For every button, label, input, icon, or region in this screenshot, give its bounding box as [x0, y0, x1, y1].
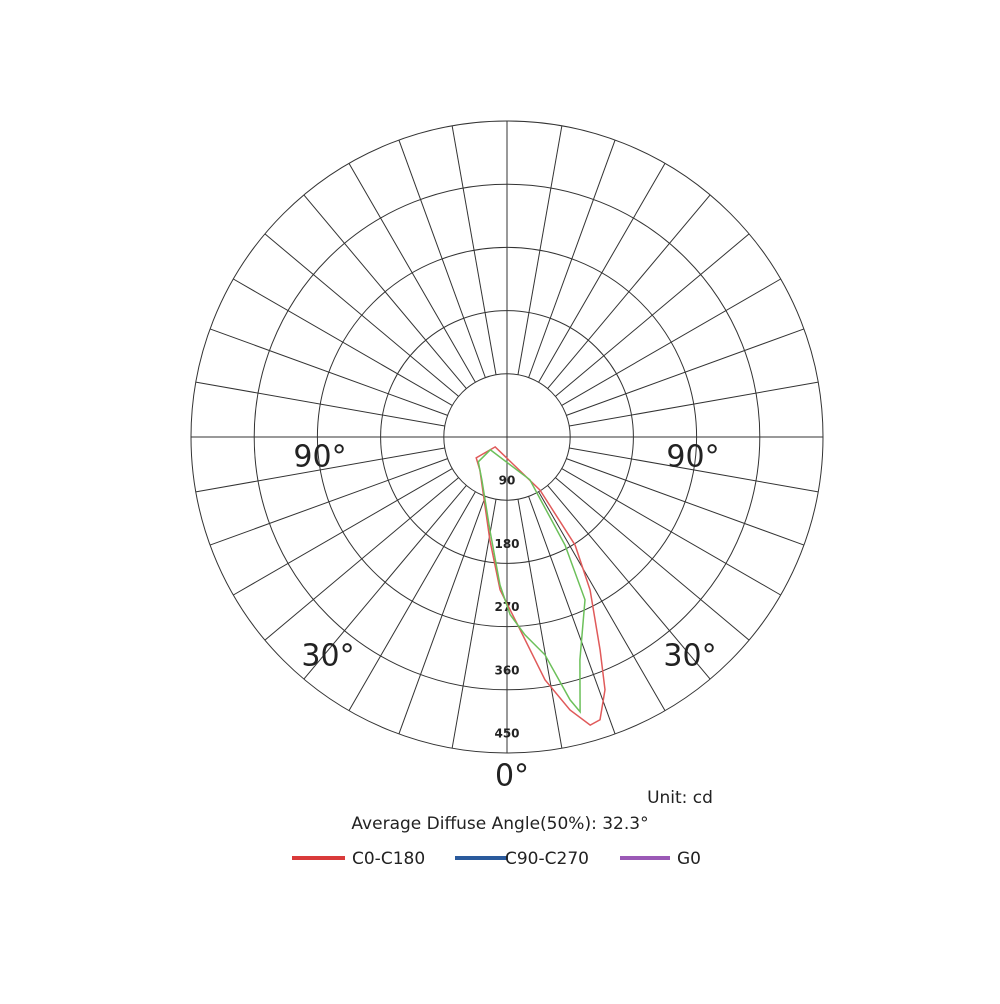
annotation: Average Diffuse Angle(50%): 32.3°	[351, 814, 648, 834]
r-tick-label: 450	[494, 727, 519, 741]
r-tick-label: 180	[494, 537, 519, 551]
grid-ring	[190, 120, 824, 754]
angle-tick-label: 30°	[301, 639, 354, 674]
angle-tick-label: 30°	[663, 639, 716, 674]
grid-ring	[316, 246, 698, 628]
unit-label: Unit: cd	[647, 788, 713, 808]
legend-label: C0-C180	[352, 849, 425, 869]
angle-tick-label: 90°	[293, 440, 346, 475]
legend-label: C90-C270	[505, 849, 589, 869]
angle-tick-label: 90°	[666, 440, 719, 475]
legend-label: G0	[677, 849, 701, 869]
series-line	[477, 448, 586, 714]
grid-ring	[253, 183, 761, 691]
grid-ring	[380, 310, 634, 564]
r-tick-label: 360	[494, 663, 519, 677]
angle-tick-label: 0°	[495, 759, 529, 794]
